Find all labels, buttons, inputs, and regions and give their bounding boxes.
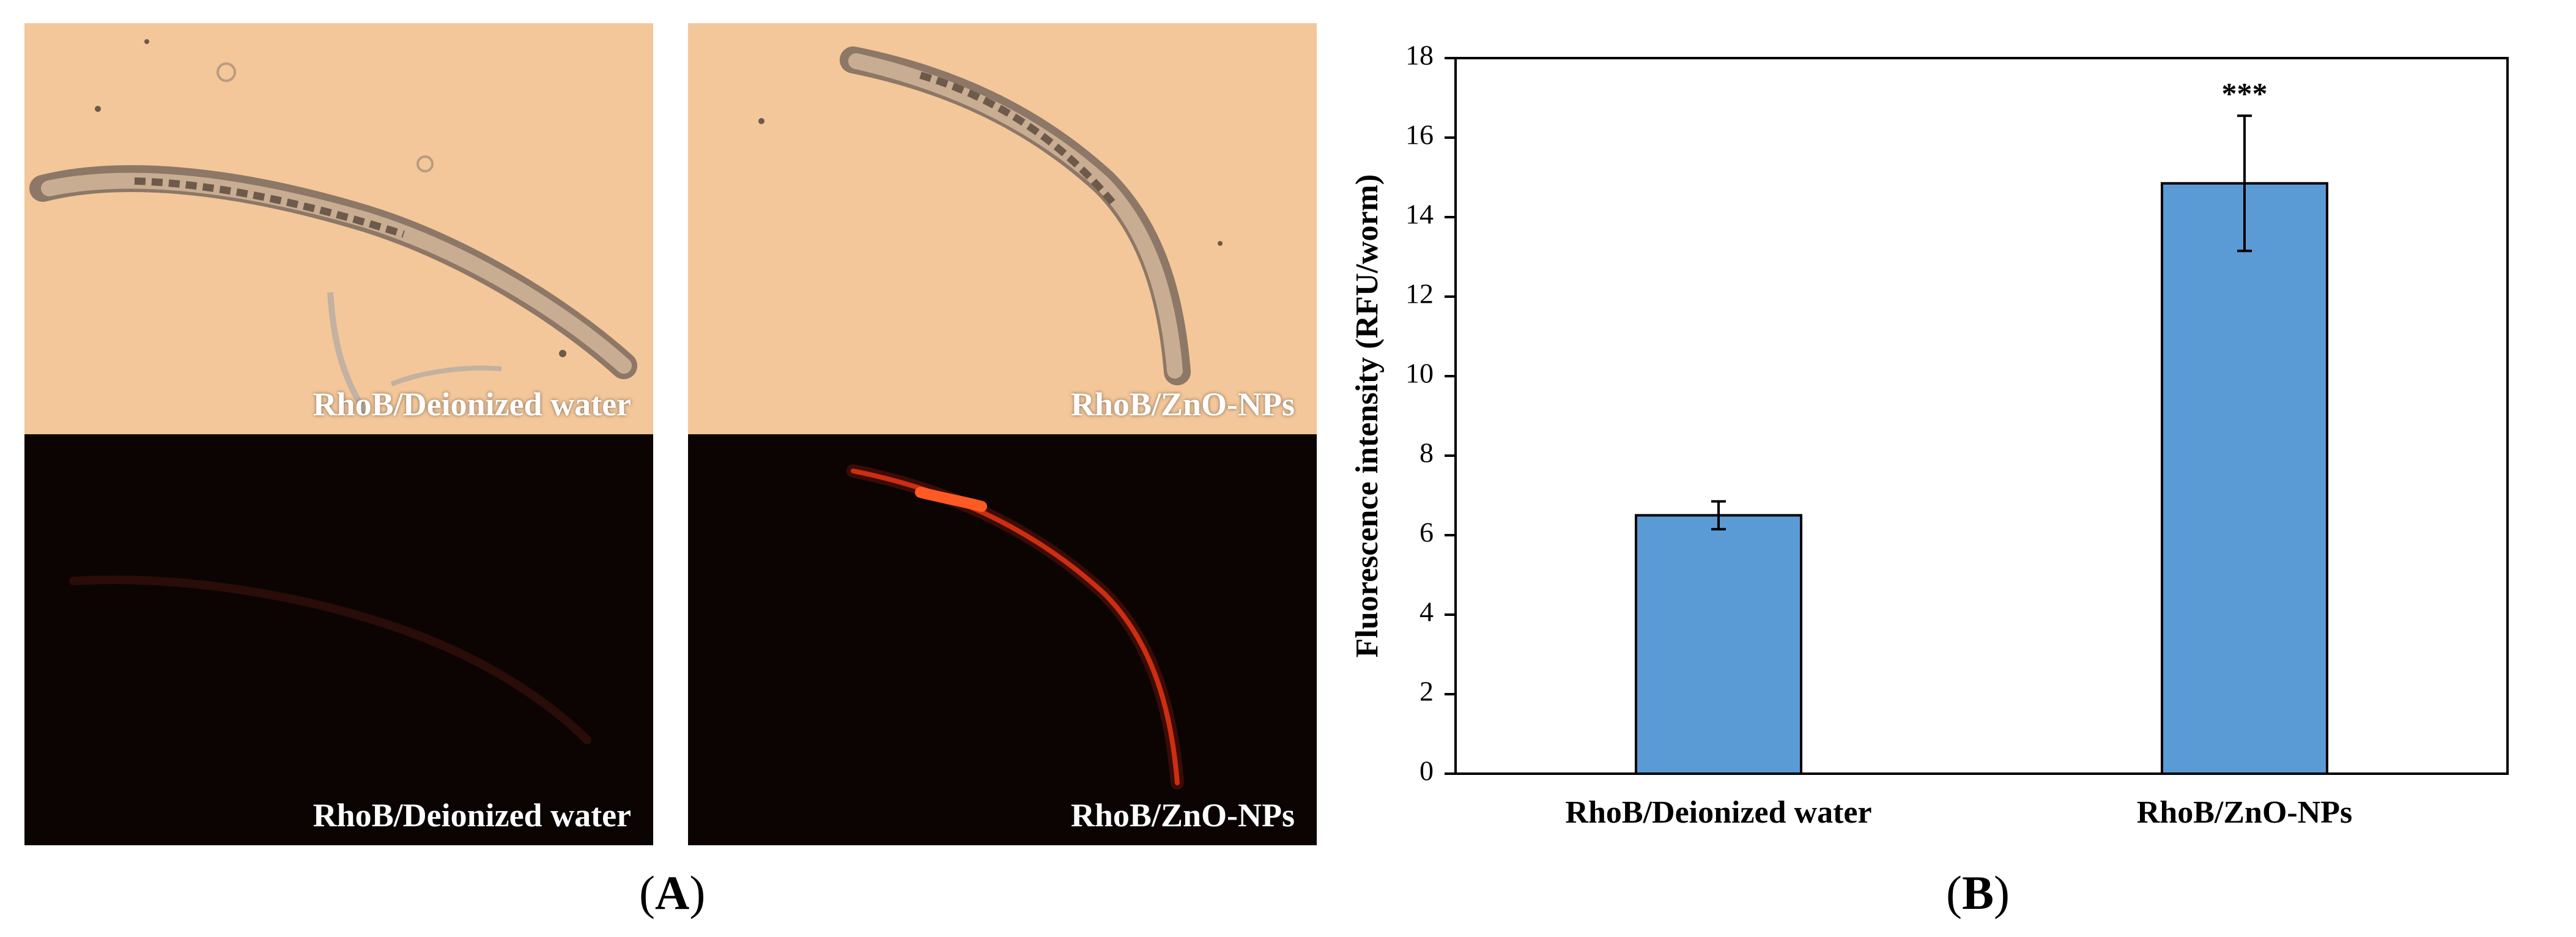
y-tick-label: 6 xyxy=(1419,517,1434,548)
worm-brightfield-control-illustration xyxy=(24,23,653,434)
image-label-brightfield-control: RhoB/Deionized water xyxy=(313,386,631,423)
y-tick-label: 2 xyxy=(1419,676,1434,707)
image-label-brightfield-zno: RhoB/ZnO-NPs xyxy=(1070,386,1295,423)
image-brightfield-control: RhoB/Deionized water xyxy=(24,23,653,434)
image-label-fluorescence-zno: RhoB/ZnO-NPs xyxy=(1070,797,1295,834)
worm-fluorescence-zno-illustration xyxy=(688,434,1317,845)
bar-chart: Fluorescence intensity (RFU/worm) 0 2 4 6 8 1… xyxy=(1350,40,2509,830)
bars: *** xyxy=(1635,76,2328,775)
x-tick-label: RhoB/Deionized water xyxy=(1565,795,1871,830)
y-tick-label: 0 xyxy=(1419,755,1434,787)
y-axis-label: Fluorescence intensity (RFU/worm) xyxy=(1350,174,1385,657)
panel-letter-b: (B) xyxy=(1946,866,2010,919)
significance-annotation: *** xyxy=(2222,76,2268,110)
y-tick-label: 8 xyxy=(1419,437,1434,468)
y-tick-label: 16 xyxy=(1405,119,1434,150)
y-axis-ticks: 0 2 4 6 8 10 12 14 16 18 xyxy=(1405,40,1456,787)
y-tick-label: 4 xyxy=(1419,596,1434,628)
y-tick-label: 12 xyxy=(1405,278,1434,309)
x-tick-label: RhoB/ZnO-NPs xyxy=(2137,795,2353,830)
x-axis-tick-labels: RhoB/Deionized water RhoB/ZnO-NPs xyxy=(1565,795,2352,830)
image-fluorescence-zno: RhoB/ZnO-NPs xyxy=(688,434,1317,845)
y-tick-label: 14 xyxy=(1405,199,1434,230)
image-brightfield-zno: RhoB/ZnO-NPs xyxy=(688,23,1317,434)
y-tick-label: 18 xyxy=(1405,40,1434,71)
bar xyxy=(2161,182,2328,775)
image-fluorescence-control: RhoB/Deionized water xyxy=(24,434,653,845)
image-label-fluorescence-control: RhoB/Deionized water xyxy=(313,797,631,834)
y-tick-label: 10 xyxy=(1405,358,1434,389)
panel-letter-a: (A) xyxy=(639,866,706,919)
worm-fluorescence-control-illustration xyxy=(24,434,653,845)
worm-brightfield-zno-illustration xyxy=(688,23,1317,434)
plot-frame xyxy=(1454,57,2509,775)
bar xyxy=(1635,514,1802,775)
